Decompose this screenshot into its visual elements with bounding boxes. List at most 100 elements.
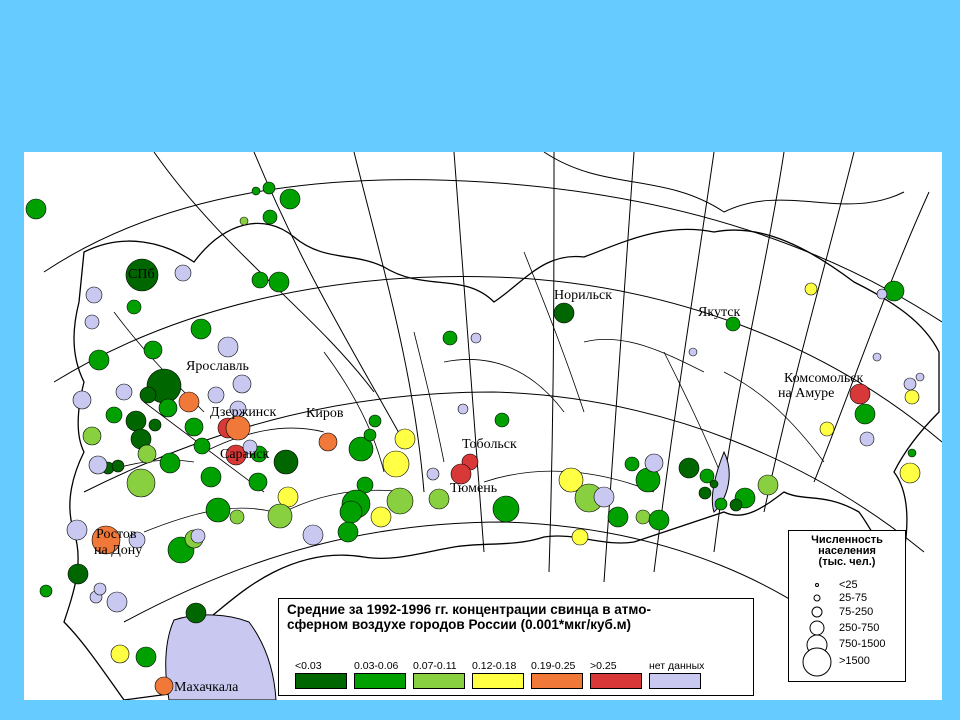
population-circle-2 xyxy=(813,594,821,602)
map-panel: СПб Норильск Якутск Ярославль Комсомольс… xyxy=(24,152,942,700)
city-marker xyxy=(457,403,469,415)
legend-label: 0.07-0.11 xyxy=(413,660,457,672)
city-marker xyxy=(184,417,204,437)
city-marker xyxy=(111,459,125,473)
city-label-rostov-2: на Дону xyxy=(94,543,142,558)
city-marker xyxy=(106,591,128,613)
city-marker xyxy=(125,410,147,432)
city-marker xyxy=(66,519,88,541)
city-marker xyxy=(126,468,156,498)
concentration-legend: Средние за 1992-1996 гг. концентрации св… xyxy=(278,598,754,696)
legend-swatch xyxy=(472,673,524,689)
legend-item-2: 0.03-0.06 xyxy=(354,660,410,689)
city-marker xyxy=(88,349,110,371)
city-marker xyxy=(84,314,100,330)
city-marker xyxy=(876,288,888,300)
city-marker xyxy=(105,406,123,424)
city-marker xyxy=(279,188,301,210)
legend-item-4: 0.12-0.18 xyxy=(472,660,528,689)
city-label-rostov-1: Ростов xyxy=(96,527,137,542)
legend-title-line2: сферном воздухе городов России (0.001*мк… xyxy=(287,617,632,632)
city-marker xyxy=(494,412,510,428)
city-marker xyxy=(225,415,251,441)
legend-title-line1: Средние за 1992-1996 гг. концентрации св… xyxy=(287,602,651,617)
city-marker xyxy=(363,428,377,442)
city-marker xyxy=(318,432,338,452)
city-marker xyxy=(442,330,458,346)
city-marker xyxy=(67,563,89,585)
city-marker xyxy=(148,418,162,432)
legend-item-5: 0.19-0.25 xyxy=(531,660,587,689)
city-marker xyxy=(93,582,107,596)
population-label-2: 25-75 xyxy=(839,592,868,604)
city-marker xyxy=(143,340,163,360)
city-label-kirov: Киров xyxy=(306,406,344,421)
city-marker xyxy=(248,472,268,492)
population-circle-4 xyxy=(809,620,825,636)
city-marker xyxy=(217,336,239,358)
city-marker xyxy=(91,525,121,555)
city-marker xyxy=(268,271,290,293)
city-markers xyxy=(25,181,925,696)
city-marker xyxy=(178,391,200,413)
city-marker xyxy=(571,528,589,546)
city-label-tyumen: Тюмень xyxy=(450,481,497,496)
population-title-line3: (тыс. чел.) xyxy=(818,556,876,568)
russia-outline xyxy=(63,222,940,700)
city-label-yakutsk: Якутск xyxy=(698,305,740,320)
city-label-yaroslavl: Ярославль xyxy=(186,359,249,374)
population-circle-1 xyxy=(815,583,819,587)
city-marker xyxy=(819,421,835,437)
city-marker xyxy=(159,452,181,474)
city-marker xyxy=(190,528,206,544)
city-marker xyxy=(729,498,743,512)
city-marker xyxy=(368,414,382,428)
legend-label: >0.25 xyxy=(590,660,617,672)
city-marker xyxy=(907,448,917,458)
city-marker xyxy=(128,531,146,549)
legend-swatch xyxy=(354,673,406,689)
legend-label: нет данных xyxy=(649,660,705,672)
city-marker xyxy=(386,487,414,515)
city-marker xyxy=(558,467,584,493)
city-marker xyxy=(394,428,416,450)
population-circle-3 xyxy=(811,606,823,618)
population-label-4: 250-750 xyxy=(839,622,880,634)
legend-label: <0.03 xyxy=(295,660,322,672)
city-marker xyxy=(205,497,231,523)
city-label-komsomolsk-2: на Амуре xyxy=(778,386,834,401)
legend-swatch xyxy=(295,673,347,689)
city-marker xyxy=(139,386,157,404)
city-marker xyxy=(428,488,450,510)
legend-item-1: <0.03 xyxy=(295,660,351,689)
city-marker xyxy=(635,509,651,525)
city-marker xyxy=(242,439,258,455)
city-marker xyxy=(725,316,741,332)
city-marker xyxy=(339,500,363,524)
city-marker xyxy=(267,503,293,529)
population-title-line2: населения xyxy=(818,545,876,557)
city-marker xyxy=(154,676,174,696)
city-marker xyxy=(644,453,664,473)
city-marker xyxy=(492,495,520,523)
city-marker xyxy=(115,383,133,401)
legend-swatch xyxy=(590,673,642,689)
city-marker xyxy=(648,509,670,531)
city-marker xyxy=(426,467,440,481)
legend-item-7: нет данных xyxy=(649,660,729,689)
city-marker xyxy=(25,198,47,220)
city-marker xyxy=(904,389,920,405)
city-labels: СПб Норильск Якутск Ярославль Комсомольс… xyxy=(94,267,863,695)
city-marker xyxy=(125,258,159,292)
city-marker xyxy=(370,506,392,528)
city-marker xyxy=(698,486,712,500)
city-marker xyxy=(624,456,640,472)
city-marker xyxy=(190,318,212,340)
city-marker xyxy=(126,299,142,315)
legend-label: 0.19-0.25 xyxy=(531,660,576,672)
city-marker xyxy=(39,584,53,598)
city-marker xyxy=(135,646,157,668)
city-marker xyxy=(915,372,925,382)
city-marker xyxy=(849,383,871,405)
